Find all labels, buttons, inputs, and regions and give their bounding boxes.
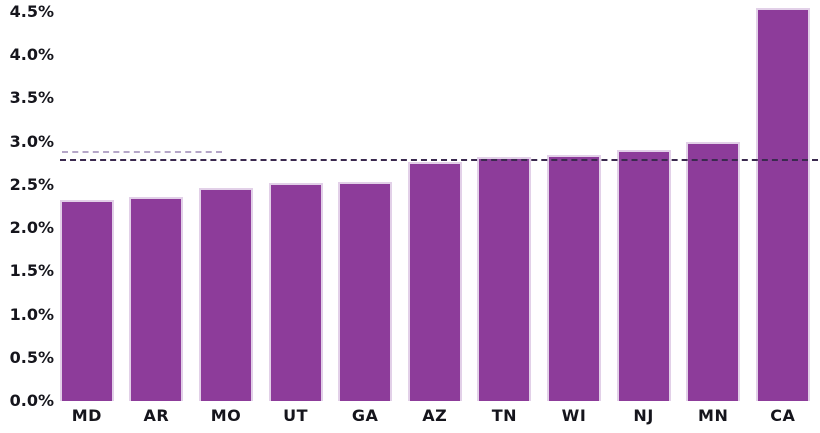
- bar-tn: [477, 157, 532, 401]
- x-axis-label-md: MD: [71, 406, 102, 425]
- y-axis-tick-label: 0.5%: [9, 347, 54, 367]
- x-axis-label-tn: TN: [491, 406, 518, 425]
- bar-mn: [686, 142, 741, 401]
- bar-ca: [755, 8, 810, 401]
- y-axis-tick-label: 1.0%: [9, 304, 54, 324]
- bar-ar: [129, 197, 184, 401]
- x-axis-label-ut: UT: [283, 406, 309, 425]
- bar-az: [407, 162, 462, 401]
- y-axis-tick-label: 3.0%: [9, 131, 54, 151]
- x-axis-label-wi: WI: [561, 406, 587, 425]
- x-axis-label-ca: CA: [770, 406, 796, 425]
- y-axis-tick-label: 1.5%: [9, 261, 54, 281]
- reference-line-light-partial: [62, 151, 222, 154]
- y-axis-tick-label: 4.0%: [9, 45, 54, 65]
- reference-line-dark-full: [60, 158, 818, 161]
- x-axis-label-nj: NJ: [633, 406, 654, 425]
- bar-ga: [338, 182, 393, 401]
- x-axis-label-ga: GA: [351, 406, 379, 425]
- y-axis-tick-label: 0.0%: [9, 391, 54, 410]
- x-axis-label-az: AZ: [422, 406, 448, 425]
- bar-wi: [547, 155, 601, 401]
- y-axis-tick-label: 2.5%: [9, 174, 54, 194]
- x-axis-label-mn: MN: [698, 406, 729, 425]
- y-axis-tick-label: 2.0%: [9, 218, 54, 238]
- x-axis-label-mo: MO: [210, 406, 242, 425]
- y-axis-tick-label: 3.5%: [9, 88, 54, 108]
- x-axis-label-ar: AR: [143, 406, 170, 425]
- bar-md: [59, 200, 114, 401]
- bar-mo: [199, 188, 253, 401]
- bar-ut: [268, 183, 323, 401]
- y-axis-tick-label: 4.5%: [9, 2, 54, 22]
- bar-nj: [616, 150, 671, 401]
